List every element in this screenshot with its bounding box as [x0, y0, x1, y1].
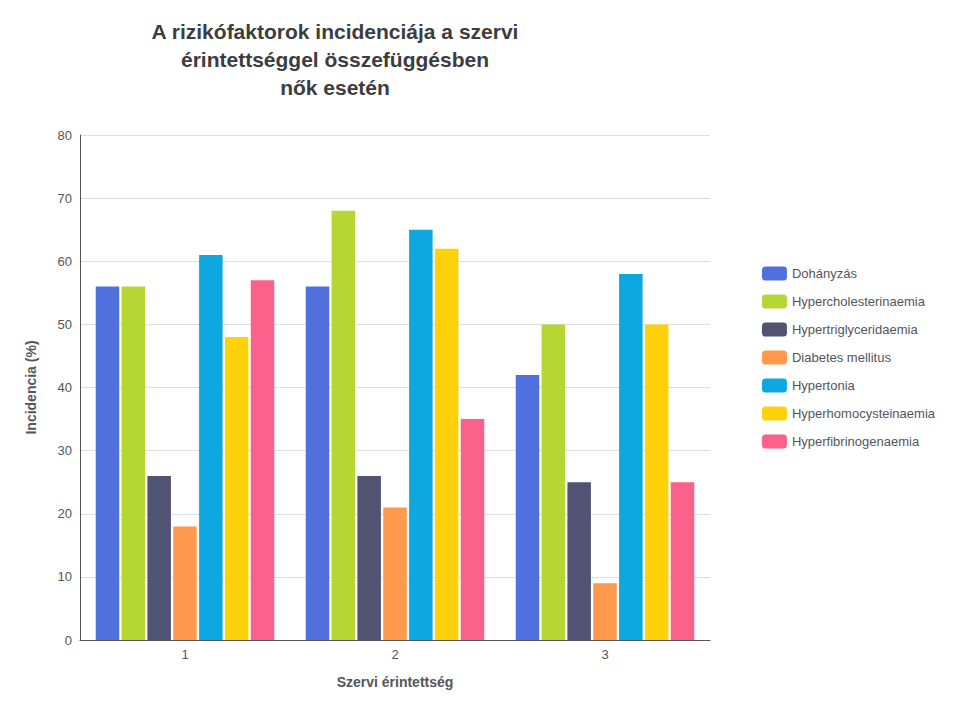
svg-text:40: 40 — [58, 380, 72, 395]
svg-text:Hypertriglyceridaemia: Hypertriglyceridaemia — [792, 322, 918, 337]
svg-text:70: 70 — [58, 191, 72, 206]
svg-text:1: 1 — [181, 647, 188, 662]
svg-text:50: 50 — [58, 317, 72, 332]
svg-text:60: 60 — [58, 254, 72, 269]
svg-text:20: 20 — [58, 506, 72, 521]
svg-text:3: 3 — [601, 647, 608, 662]
svg-text:Hyperhomocysteinaemia: Hyperhomocysteinaemia — [792, 406, 936, 421]
svg-text:Hypercholesterinaemia: Hypercholesterinaemia — [792, 294, 926, 309]
svg-text:A rizikófaktorok incidenciája: A rizikófaktorok incidenciája a szervi — [152, 20, 519, 43]
svg-text:2: 2 — [391, 647, 398, 662]
svg-text:Incidencia (%): Incidencia (%) — [23, 340, 39, 434]
svg-text:Hyperfibrinogenaemia: Hyperfibrinogenaemia — [792, 434, 920, 449]
svg-text:Szervi érintettség: Szervi érintettség — [337, 674, 454, 690]
svg-text:30: 30 — [58, 443, 72, 458]
svg-text:10: 10 — [58, 569, 72, 584]
svg-text:Hypertonia: Hypertonia — [792, 378, 856, 393]
svg-text:Dohányzás: Dohányzás — [792, 266, 858, 281]
svg-text:érintettséggel összefüggésben: érintettséggel összefüggésben — [181, 48, 489, 71]
svg-text:Diabetes mellitus: Diabetes mellitus — [792, 350, 891, 365]
svg-text:nők esetén: nők esetén — [280, 76, 390, 99]
svg-text:80: 80 — [58, 128, 72, 143]
svg-text:0: 0 — [65, 633, 72, 648]
